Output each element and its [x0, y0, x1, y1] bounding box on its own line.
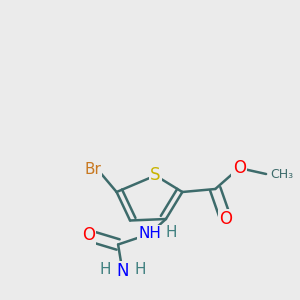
Text: O: O: [219, 210, 232, 228]
Text: N: N: [116, 262, 129, 280]
Text: O: O: [82, 226, 95, 244]
Text: CH₃: CH₃: [271, 167, 294, 181]
Text: S: S: [150, 167, 161, 184]
Text: O: O: [233, 159, 246, 177]
Text: H: H: [166, 225, 177, 240]
Text: NH: NH: [138, 226, 161, 242]
Text: H: H: [100, 262, 111, 278]
Text: Br: Br: [84, 162, 101, 177]
Text: H: H: [134, 262, 146, 278]
